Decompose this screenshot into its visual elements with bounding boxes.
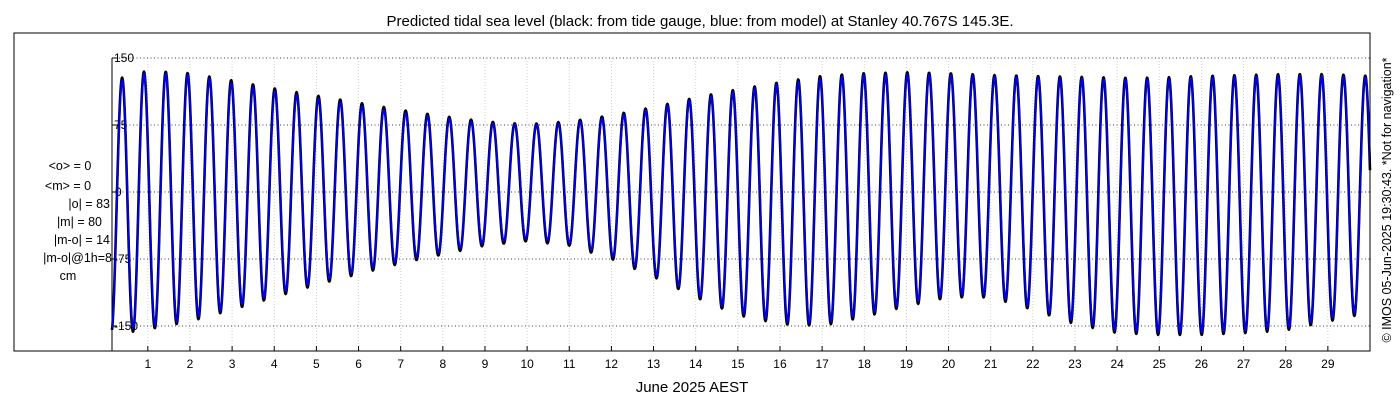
plot-frame <box>13 32 1371 352</box>
x-tick-label: 12 <box>605 357 619 371</box>
x-tick-label: 8 <box>439 357 446 371</box>
copyright-credit: © IMOS 05-Jun-2025 19:30:43. *Not for na… <box>1380 57 1394 342</box>
stat-abs-observed: |o| = 83 <box>68 197 110 211</box>
stat-abs-difference-1h: |m-o|@1h=8 <box>43 251 112 265</box>
x-tick-label: 27 <box>1237 357 1251 371</box>
x-tick-label: 20 <box>942 357 956 371</box>
stat-mean-observed: <o> = 0 <box>49 159 92 173</box>
statistics-panel: <o> = 0 <m> = 0 |o| = 83 |m| = 80 |m-o| … <box>43 159 112 283</box>
stat-mean-model: <m> = 0 <box>45 179 91 193</box>
x-tick-label: 18 <box>858 357 872 371</box>
x-tick-label: 25 <box>1153 357 1167 371</box>
x-tick-label: 2 <box>187 357 194 371</box>
x-tick-label: 13 <box>647 357 661 371</box>
x-tick-label: 7 <box>397 357 404 371</box>
x-axis-label: June 2025 AEST <box>636 379 749 396</box>
x-tick-label: 16 <box>773 357 787 371</box>
x-tick-label: 5 <box>313 357 320 371</box>
x-tick-label: 23 <box>1068 357 1082 371</box>
x-tick-label: 11 <box>563 357 576 371</box>
x-tick-label: 22 <box>1026 357 1040 371</box>
x-tick-label: 28 <box>1279 357 1293 371</box>
x-tick-label: 26 <box>1195 357 1209 371</box>
x-tick-label: 6 <box>355 357 362 371</box>
x-tick-label: 15 <box>731 357 745 371</box>
x-tick-label: 3 <box>229 357 236 371</box>
x-tick-label: 24 <box>1110 357 1124 371</box>
data-series <box>110 70 1372 337</box>
stat-abs-model: |m| = 80 <box>57 215 102 229</box>
x-tick-label: 1 <box>144 357 151 371</box>
x-tick-label: 17 <box>815 357 829 371</box>
x-tick-label: 19 <box>900 357 914 371</box>
x-tick-label: 10 <box>520 357 534 371</box>
y-tick-label: 0 <box>115 185 122 199</box>
y-tick-label: -75 <box>114 252 132 266</box>
x-tick-label: 9 <box>482 357 489 371</box>
y-tick-label: 150 <box>114 51 134 65</box>
x-tick-label: 29 <box>1321 357 1335 371</box>
x-tick-label: 14 <box>689 357 703 371</box>
stat-abs-difference: |m-o| = 14 <box>54 233 110 247</box>
x-tick-label: 21 <box>984 357 998 371</box>
stat-unit: cm <box>60 269 77 283</box>
chart-title: Predicted tidal sea level (black: from t… <box>386 13 1013 30</box>
x-tick-label: 4 <box>271 357 278 371</box>
series-model-line <box>111 72 1371 334</box>
